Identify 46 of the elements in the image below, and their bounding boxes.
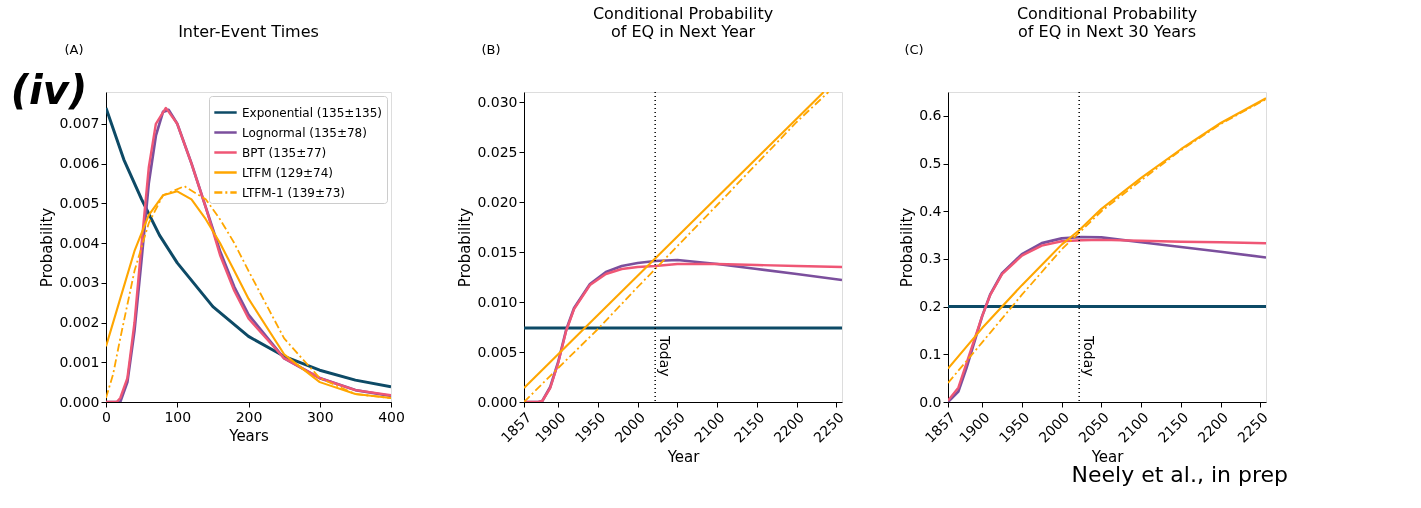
y-tick-label: 0.001 [59, 353, 100, 370]
y-tick-label: 0.1 [919, 345, 942, 362]
text: (A) [64, 42, 84, 57]
y-tick-label: 0.025 [477, 143, 518, 160]
y-tick-label: 0.3 [919, 250, 942, 267]
y-tick-label: 0.5 [919, 155, 942, 172]
y-axis-title: Probability [898, 207, 917, 288]
x-tick-label: 300 [306, 408, 334, 425]
y-tick-label: 0.6 [919, 107, 942, 124]
y-tick-label: 0.006 [59, 155, 100, 172]
y-tick-label: 0.0 [919, 393, 942, 410]
y-axis-title: Probability [38, 207, 57, 288]
y-tick-label: 0.2 [919, 298, 942, 315]
legend-label: BPT (135±77) [242, 145, 327, 160]
text: (iv) [10, 67, 88, 113]
y-tick-label: 0.010 [477, 293, 518, 310]
text: (B) [481, 42, 501, 57]
x-tick-label: 100 [164, 408, 192, 425]
y-tick-label: 0.015 [477, 243, 518, 260]
y-tick-label: 0.005 [59, 194, 100, 211]
y-axis-title: Probability [456, 207, 475, 288]
x-tick-label: 400 [378, 408, 405, 425]
text: (C) [904, 42, 924, 57]
y-tick-label: 0.004 [59, 234, 100, 251]
y-tick-label: 0.002 [59, 314, 100, 331]
ref-line-label: Today [1081, 335, 1098, 377]
chart-title: Conditional Probability of EQ in Next Year [592, 4, 774, 41]
y-tick-label: 0.007 [59, 115, 100, 132]
chart-title: Conditional Probability of EQ in Next 30 Years [1016, 4, 1198, 41]
x-axis-title: Years [228, 426, 269, 445]
y-tick-label: 0.000 [59, 393, 100, 410]
legend-label: LTFM-1 (139±73) [242, 185, 345, 200]
x-tick-label: 200 [235, 408, 263, 425]
ref-line-label: Today [657, 335, 674, 377]
y-tick-label: 0.005 [477, 343, 518, 360]
y-tick-label: 0.030 [477, 93, 518, 110]
x-tick-label: 0 [102, 408, 111, 425]
legend-label: LTFM (129±74) [242, 165, 334, 180]
x-axis-title: Year [666, 447, 701, 466]
y-tick-label: 0.020 [477, 193, 518, 210]
chart-title: Inter-Event Times [178, 22, 319, 41]
y-tick-label: 0.003 [59, 274, 100, 291]
y-tick-label: 0.4 [919, 202, 942, 219]
y-tick-label: 0.000 [477, 393, 518, 410]
legend-label: Lognormal (135±78) [242, 125, 367, 140]
legend-label: Exponential (135±135) [242, 105, 383, 120]
